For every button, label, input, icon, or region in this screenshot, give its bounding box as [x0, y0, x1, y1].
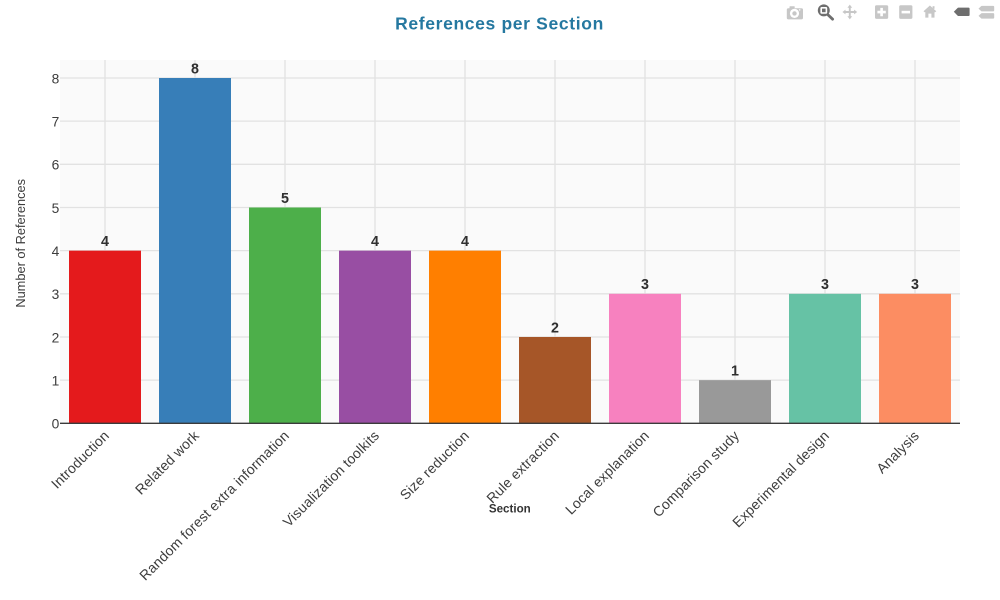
svg-text:3: 3 — [821, 277, 829, 293]
svg-text:2: 2 — [551, 320, 559, 336]
svg-text:7: 7 — [52, 114, 60, 129]
svg-text:4: 4 — [461, 234, 469, 250]
svg-text:4: 4 — [371, 234, 379, 250]
svg-text:2: 2 — [52, 330, 60, 345]
svg-text:8: 8 — [52, 71, 60, 86]
svg-text:0: 0 — [52, 417, 60, 432]
svg-text:References per Section: References per Section — [395, 14, 604, 34]
svg-text:3: 3 — [911, 277, 919, 293]
svg-text:3: 3 — [52, 287, 60, 302]
svg-text:Number of References: Number of References — [13, 179, 28, 308]
svg-text:5: 5 — [52, 201, 60, 216]
svg-text:6: 6 — [52, 158, 60, 173]
svg-text:1: 1 — [52, 373, 60, 388]
svg-text:Section: Section — [489, 503, 531, 516]
svg-text:5: 5 — [281, 191, 289, 207]
svg-text:1: 1 — [731, 363, 739, 379]
svg-text:8: 8 — [191, 61, 199, 77]
svg-text:4: 4 — [52, 244, 60, 259]
svg-text:4: 4 — [101, 234, 109, 250]
svg-text:3: 3 — [641, 277, 649, 293]
